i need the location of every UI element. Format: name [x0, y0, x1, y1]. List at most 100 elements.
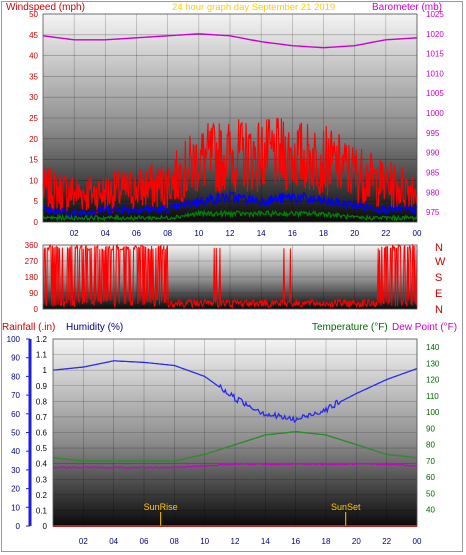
- humidity-tick-label: 0.3: [36, 475, 48, 484]
- humidity-tick-label: 0: [43, 522, 48, 531]
- direction-tick-label: 180: [25, 273, 39, 282]
- humidity-tick-label: 0.7: [36, 413, 48, 422]
- humidity-tick-label: 0.9: [36, 382, 48, 391]
- rain-tick-label: 30: [11, 466, 20, 475]
- temperature-tick-label: 120: [426, 376, 440, 385]
- wind-tick-label: 30: [29, 93, 38, 102]
- wind-x-tick-label: 12: [226, 229, 235, 238]
- humidity-tick-label: 0.4: [36, 460, 48, 469]
- compass-label: N: [435, 304, 443, 316]
- temperature-tick-label: 40: [426, 506, 435, 515]
- wind-x-tick-label: 00: [413, 229, 422, 238]
- baro-tick-label: 1020: [426, 30, 444, 39]
- direction-series: [42, 243, 418, 309]
- wind-tick-label: 0: [34, 218, 39, 227]
- rain-tick-label: 0: [16, 522, 21, 531]
- wind-tick-label: 45: [29, 31, 38, 40]
- baro-tick-label: 980: [426, 188, 440, 197]
- humidity-tick-label: 1: [43, 366, 48, 375]
- direction-tick-label: 0: [34, 305, 39, 314]
- temperature-tick-label: 80: [426, 441, 435, 450]
- baro-tick-label: 1010: [426, 69, 444, 78]
- humidity-tick-label: 0.1: [36, 506, 48, 515]
- humidity-tick-label: 1.1: [36, 351, 48, 360]
- temperature-series: [52, 430, 418, 462]
- wind-x-tick-label: 04: [101, 229, 110, 238]
- dewpoint-axis-title: Dew Point (°F): [392, 322, 457, 333]
- humidity-plot-border: [52, 338, 418, 527]
- humidity-x-tick-label: 04: [109, 537, 118, 546]
- wind-tick-label: 15: [29, 156, 38, 165]
- temperature-tick-label: 140: [426, 343, 440, 352]
- compass-label: S: [435, 272, 442, 284]
- baro-tick-label: 975: [426, 208, 440, 217]
- humidity-tick-label: 0.8: [36, 397, 48, 406]
- rain-tick-label: 70: [11, 391, 20, 400]
- baro-tick-label: 985: [426, 168, 440, 177]
- wind-x-tick-label: 22: [381, 229, 390, 238]
- wind-x-tick-label: 18: [319, 229, 328, 238]
- humidity-x-tick-label: 08: [170, 537, 179, 546]
- wind-x-tick-label: 10: [194, 229, 203, 238]
- humidity-x-tick-label: 00: [413, 537, 422, 546]
- wind-axis-title: Windspeed (mph): [6, 2, 85, 13]
- wind-tick-label: 20: [29, 135, 38, 144]
- compass-label: N: [435, 242, 443, 254]
- humidity-x-tick-label: 06: [140, 537, 149, 546]
- baro-tick-label: 1000: [426, 109, 444, 118]
- wind-plot-border: [42, 13, 418, 223]
- rain-tick-label: 20: [11, 485, 20, 494]
- wind-tick-label: 5: [34, 197, 39, 206]
- rain-tick-label: 60: [11, 410, 20, 419]
- humidity-tick-label: 1.2: [36, 335, 48, 344]
- direction-tick-label: 90: [29, 289, 38, 298]
- graph-title: 24 hour graph day September 21 2019: [172, 2, 335, 13]
- baro-tick-label: 1025: [426, 10, 444, 19]
- baro-tick-label: 1005: [426, 89, 444, 98]
- dewpoint-series: [52, 462, 418, 469]
- humidity-tick-label: 0.2: [36, 491, 48, 500]
- temperature-tick-label: 60: [426, 473, 435, 482]
- temperature-tick-label: 110: [426, 392, 439, 401]
- humidity-x-tick-label: 12: [231, 537, 240, 546]
- wind-x-tick-label: 16: [288, 229, 297, 238]
- wind-x-tick-label: 06: [132, 229, 141, 238]
- humidity-x-tick-label: 16: [291, 537, 300, 546]
- barometer-series: [42, 33, 418, 49]
- wind-x-tick-label: 02: [70, 229, 79, 238]
- humidity-x-tick-label: 20: [352, 537, 361, 546]
- rain-tick-label: 90: [11, 354, 20, 363]
- wind-tick-label: 50: [29, 10, 38, 19]
- humidity-series: [52, 360, 418, 424]
- humidity-tick-label: 0.6: [36, 429, 48, 438]
- humidity-x-tick-label: 10: [200, 537, 209, 546]
- wind-x-tick-label: 20: [350, 229, 359, 238]
- rain-tick-label: 80: [11, 372, 20, 381]
- temperature-tick-label: 130: [426, 359, 440, 368]
- temperature-tick-label: 70: [426, 457, 435, 466]
- wind-tick-label: 35: [29, 72, 38, 81]
- rain-tick-label: 40: [11, 447, 20, 456]
- baro-tick-label: 990: [426, 149, 440, 158]
- humidity-tick-label: 0.5: [36, 444, 48, 453]
- direction-tick-label: 360: [25, 241, 39, 250]
- wind-low-series: [42, 208, 418, 222]
- sunset-label: SunSet: [331, 502, 361, 512]
- wind-tick-label: 40: [29, 52, 38, 61]
- humidity-plot-area: [53, 339, 417, 526]
- sunrise-label: SunRise: [144, 502, 178, 512]
- wind-tick-label: 25: [29, 114, 38, 123]
- wind-x-tick-label: 08: [163, 229, 172, 238]
- baro-tick-label: 995: [426, 129, 440, 138]
- baro-tick-label: 1015: [426, 50, 444, 59]
- compass-label: E: [435, 288, 442, 300]
- temperature-tick-label: 90: [426, 424, 435, 433]
- baro-axis-title: Barometer (mb): [372, 2, 442, 13]
- direction-tick-label: 270: [25, 257, 39, 266]
- rain-tick-label: 10: [11, 503, 20, 512]
- humidity-x-tick-label: 14: [261, 537, 270, 546]
- temperature-tick-label: 100: [426, 408, 440, 417]
- wind-tick-label: 10: [29, 176, 38, 185]
